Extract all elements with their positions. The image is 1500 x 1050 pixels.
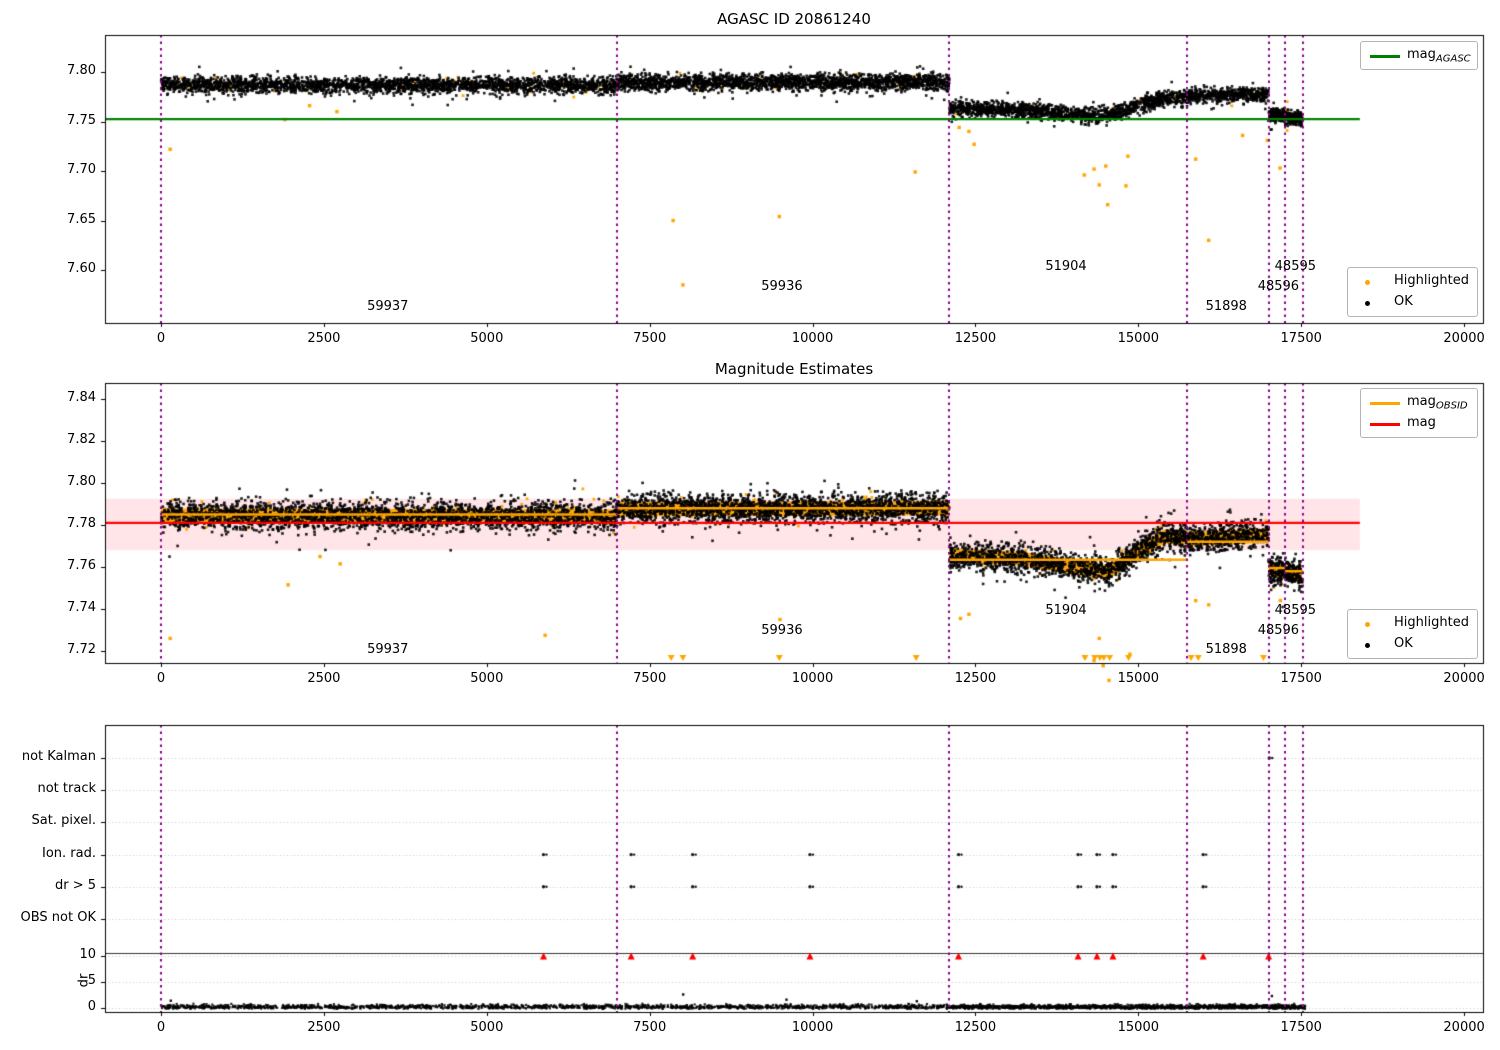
x-tick-label: 17500	[1280, 671, 1322, 686]
legend-item: OK	[1348, 635, 1477, 656]
x-tick-label: 20000	[1443, 1020, 1485, 1035]
dr-axis-label: dr	[76, 973, 92, 988]
x-tick-label: 15000	[1117, 1020, 1159, 1035]
x-tick-label: 7500	[633, 671, 667, 686]
obsid-label: 59937	[367, 642, 409, 657]
x-tick-label: 5000	[470, 671, 504, 686]
y-tick-label: 7.80	[67, 473, 96, 489]
x-tick-label: 20000	[1443, 331, 1485, 346]
y-tick-label: 7.80	[67, 63, 96, 79]
x-tick-label: 0	[156, 1020, 166, 1035]
y-tick-label: 7.65	[67, 211, 96, 227]
legend-label: OK	[1394, 294, 1413, 309]
legend-top-right: magOBSID mag	[1360, 388, 1478, 438]
panel1-title: AGASC ID 20861240	[717, 10, 871, 28]
x-tick-label: 10000	[791, 671, 834, 686]
flag-category-label: Ion. rad.	[42, 845, 96, 861]
x-tick-label: 2500	[307, 671, 341, 686]
dr-tick-label: 5	[87, 973, 96, 988]
x-tick-label: 7500	[633, 1020, 667, 1035]
obsid-label: 48596	[1257, 279, 1300, 294]
legend-bottom-right: Highlighted OK	[1347, 609, 1478, 659]
y-tick-label: 7.84	[67, 389, 96, 405]
legend-bottom-right: Highlighted OK	[1347, 267, 1478, 317]
legend-label-subscript: AGASC	[1435, 53, 1471, 65]
obsid-label: 51898	[1205, 299, 1247, 314]
x-tick-label: 17500	[1280, 1020, 1322, 1035]
dr-tick-label: 10	[79, 947, 96, 962]
flag-category-label: dr > 5	[54, 877, 96, 893]
legend-dot-swatch	[1365, 301, 1370, 306]
legend-label: OK	[1394, 636, 1413, 651]
obsid-label: 48595	[1274, 603, 1317, 618]
x-tick-label: 2500	[307, 1020, 341, 1035]
obsid-label: 51904	[1045, 603, 1087, 618]
legend-label: magOBSID	[1407, 394, 1468, 412]
y-tick-label: 7.82	[67, 431, 96, 447]
y-tick-label: 7.75	[67, 112, 96, 128]
y-tick-label: 7.76	[67, 558, 96, 573]
legend-item: mag	[1361, 414, 1477, 435]
legend-line-swatch	[1370, 402, 1400, 405]
dr-tick-label: 0	[87, 999, 96, 1014]
legend-item: OK	[1348, 293, 1477, 314]
legend-item: Highlighted	[1348, 272, 1477, 293]
legend-item: magAGASC	[1361, 46, 1477, 67]
x-tick-label: 2500	[307, 331, 341, 346]
legend-dot-swatch	[1365, 643, 1370, 648]
legend-top-right: magAGASC	[1360, 41, 1478, 70]
flag-category-label: not track	[37, 781, 96, 797]
legend-line-swatch	[1370, 423, 1400, 426]
x-tick-label: 12500	[954, 671, 997, 686]
obsid-label: 48596	[1257, 622, 1300, 638]
y-tick-label: 7.78	[67, 515, 96, 531]
legend-label: Highlighted	[1394, 273, 1469, 288]
obsid-label: 51904	[1045, 259, 1087, 274]
x-tick-label: 15000	[1117, 671, 1159, 686]
y-tick-label: 7.60	[67, 261, 96, 277]
x-tick-label: 17500	[1280, 331, 1322, 346]
obsid-label: 59936	[761, 279, 803, 294]
panel2-title: Magnitude Estimates	[714, 360, 874, 378]
y-tick-label: 7.74	[67, 600, 96, 616]
obsid-label: 51898	[1205, 642, 1247, 657]
legend-label-subscript: OBSID	[1435, 400, 1468, 412]
y-tick-label: 7.72	[67, 642, 96, 658]
x-tick-label: 12500	[954, 1020, 997, 1035]
x-tick-label: 20000	[1443, 671, 1485, 686]
flag-category-label: OBS not OK	[20, 910, 97, 925]
x-tick-label: 15000	[1117, 331, 1159, 346]
legend-item: magOBSID	[1361, 393, 1477, 414]
x-tick-label: 12500	[954, 331, 997, 346]
obsid-label: 59936	[761, 622, 803, 638]
legend-item: Highlighted	[1348, 614, 1477, 635]
legend-label: Highlighted	[1394, 615, 1469, 630]
flag-category-label: not Kalman	[21, 749, 96, 764]
x-tick-label: 0	[156, 671, 166, 686]
x-tick-label: 10000	[791, 331, 834, 346]
y-tick-label: 7.70	[67, 162, 96, 178]
legend-label: magAGASC	[1407, 47, 1471, 65]
legend-dot-swatch	[1365, 280, 1370, 285]
x-tick-label: 0	[156, 331, 166, 346]
legend-line-swatch	[1370, 55, 1400, 58]
legend-label: mag	[1407, 415, 1436, 430]
obsid-label: 48595	[1274, 259, 1317, 274]
flag-category-label: Sat. pixel.	[31, 813, 96, 829]
x-tick-label: 5000	[470, 331, 504, 346]
obsid-label: 59937	[367, 299, 409, 314]
x-tick-label: 5000	[470, 1020, 504, 1035]
x-tick-label: 7500	[633, 331, 667, 346]
x-tick-label: 10000	[791, 1020, 834, 1035]
legend-dot-swatch	[1365, 622, 1370, 627]
